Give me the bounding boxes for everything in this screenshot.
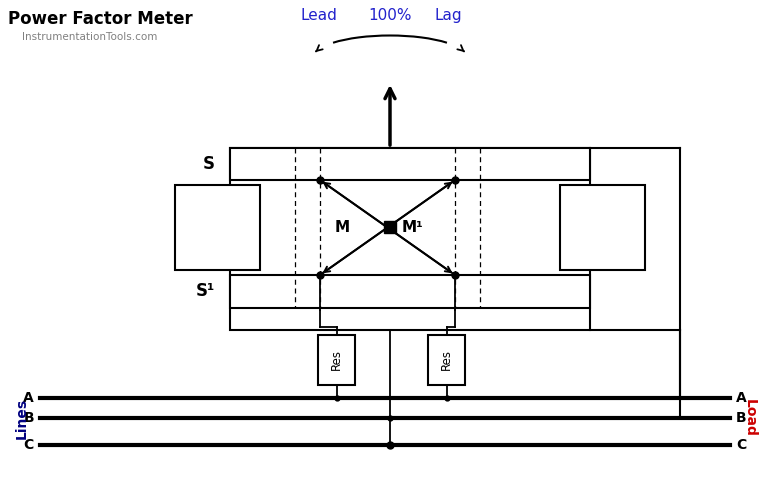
Text: M: M bbox=[335, 219, 350, 235]
Text: Res: Res bbox=[440, 349, 453, 370]
Bar bbox=[428, 335, 465, 385]
Bar bbox=[175, 185, 260, 270]
Text: S: S bbox=[203, 155, 215, 173]
Bar bbox=[230, 275, 590, 308]
Text: Res: Res bbox=[330, 349, 343, 370]
Text: S¹: S¹ bbox=[196, 282, 215, 300]
Text: Lag: Lag bbox=[435, 8, 462, 23]
Text: M¹: M¹ bbox=[402, 219, 424, 235]
Text: Lead: Lead bbox=[300, 8, 337, 23]
Text: Power Factor Meter: Power Factor Meter bbox=[8, 10, 193, 28]
Text: Load: Load bbox=[743, 399, 757, 437]
Text: 100%: 100% bbox=[368, 8, 412, 23]
Text: A: A bbox=[23, 391, 34, 405]
Text: B: B bbox=[736, 411, 746, 425]
Text: A: A bbox=[736, 391, 746, 405]
Bar bbox=[230, 148, 590, 180]
Bar bbox=[230, 148, 590, 330]
Bar bbox=[560, 185, 645, 270]
Text: B: B bbox=[23, 411, 34, 425]
Bar bbox=[318, 335, 355, 385]
Text: Lines: Lines bbox=[15, 397, 29, 438]
Text: C: C bbox=[736, 438, 746, 452]
Text: C: C bbox=[24, 438, 34, 452]
Text: InstrumentationTools.com: InstrumentationTools.com bbox=[22, 32, 157, 42]
